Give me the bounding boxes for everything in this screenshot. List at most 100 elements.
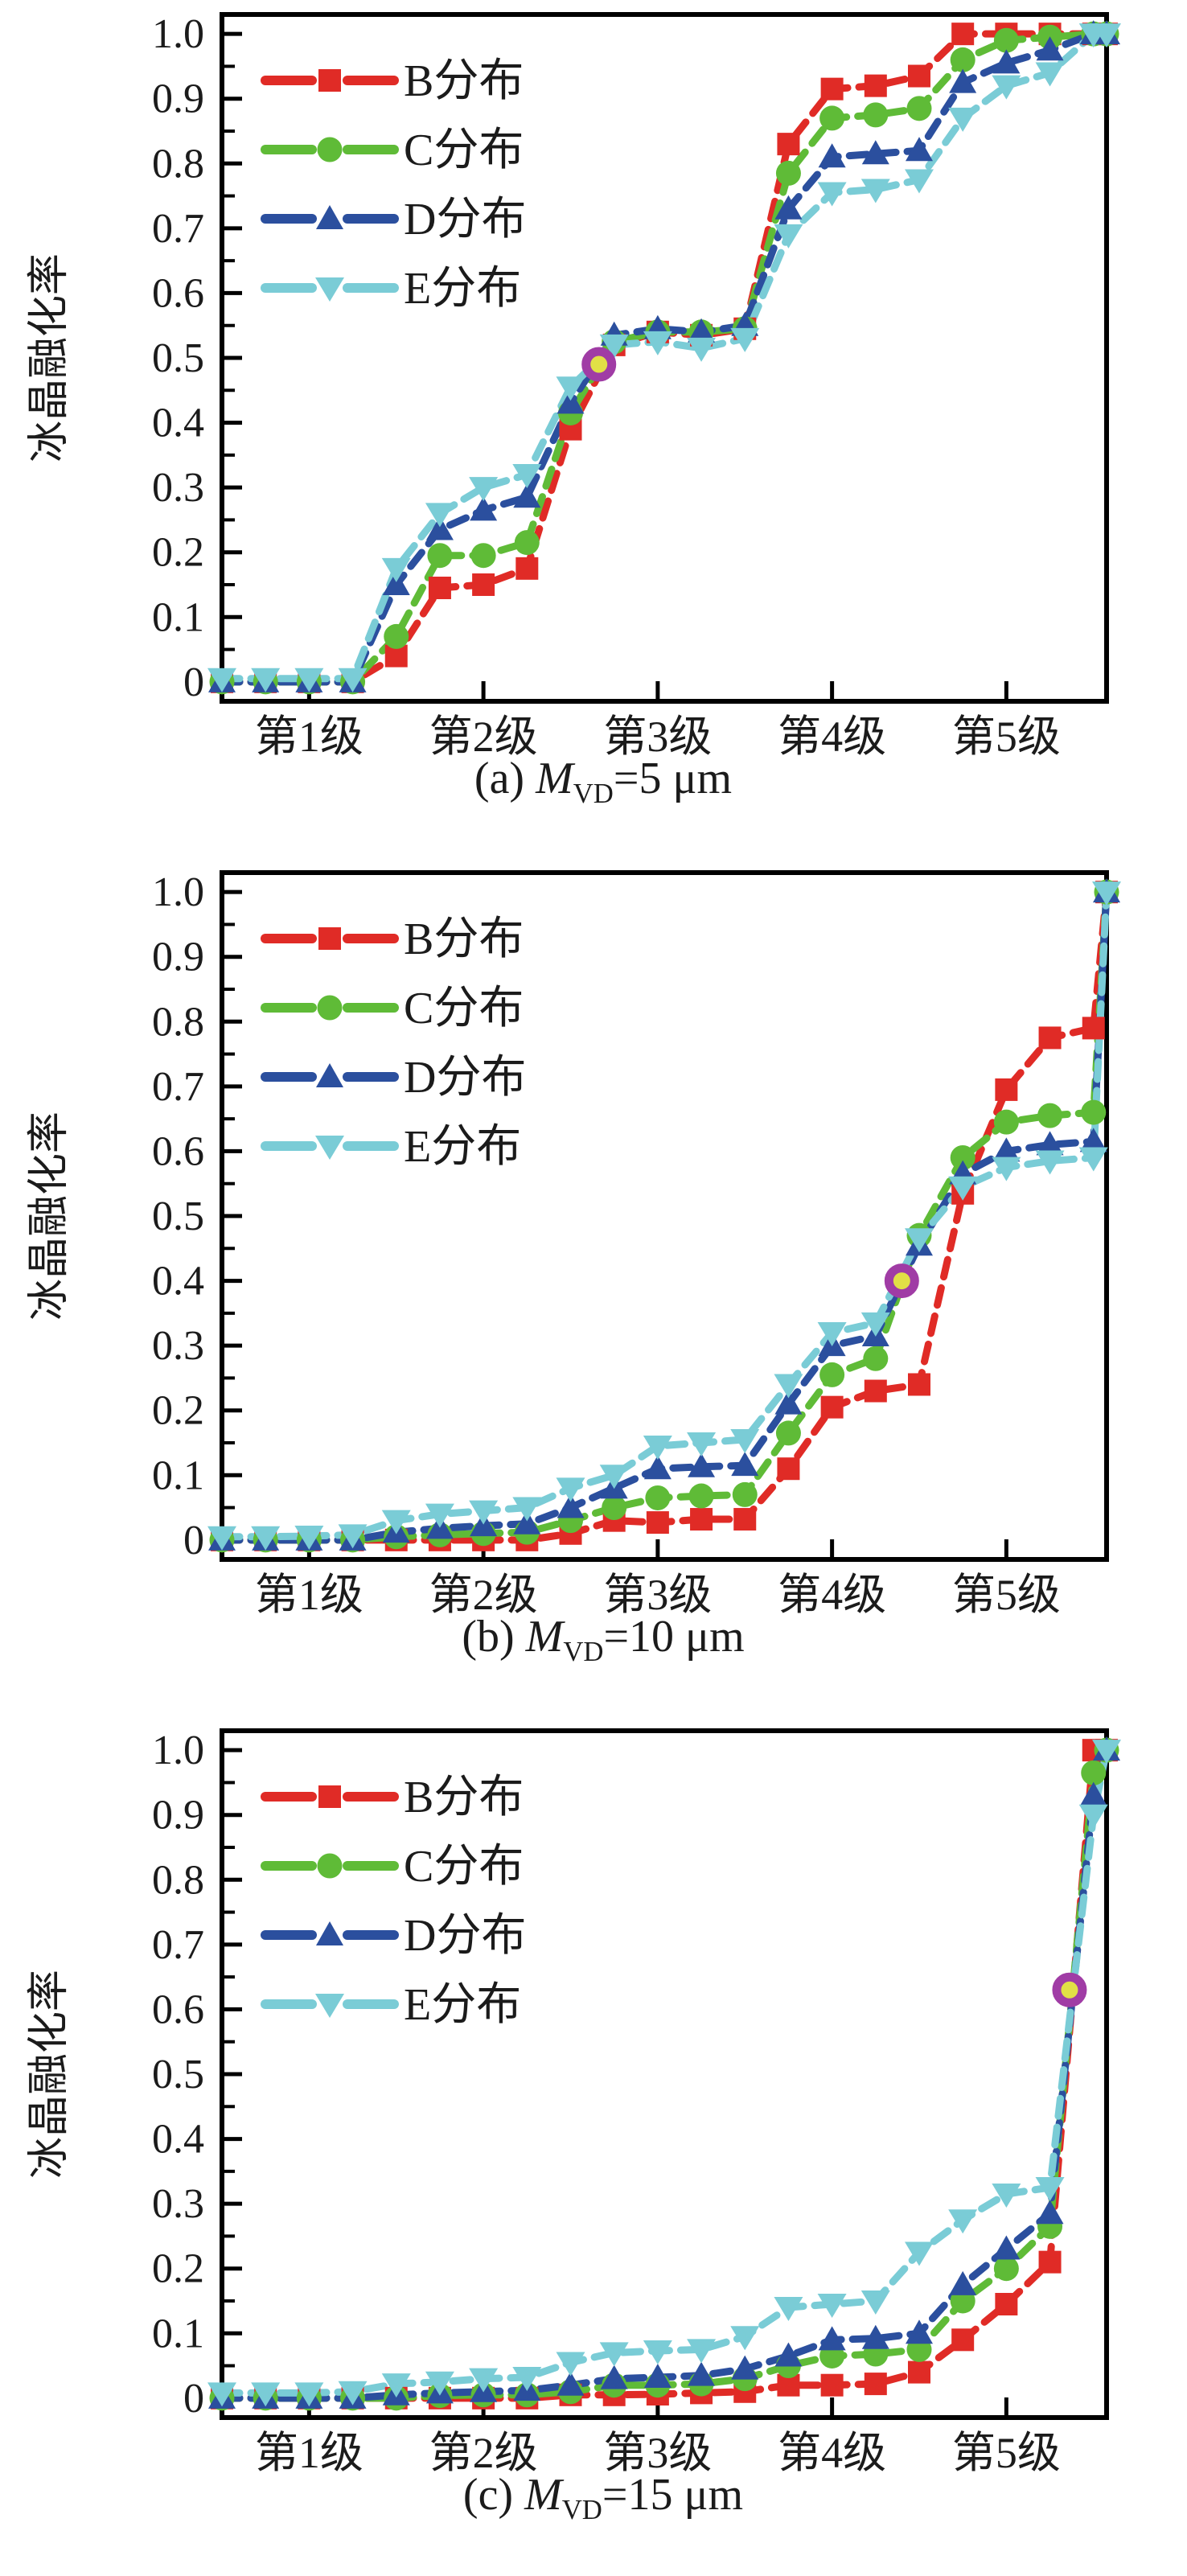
y-tick-label: 0.6 [152, 1986, 204, 2032]
plot-box [220, 870, 1109, 1562]
legend-item: E分布 [261, 1122, 521, 1172]
legend-label: B分布 [404, 914, 524, 964]
data-point-E分布 [338, 2381, 368, 2405]
data-point-E分布 [599, 334, 629, 359]
data-point-E分布 [599, 2342, 629, 2367]
legend: B分布 C分布 D分布 E分布 [261, 914, 526, 1172]
y-tick-label: 0.8 [152, 1857, 204, 1903]
data-point-D分布 [861, 2324, 889, 2349]
data-point-E分布 [730, 327, 760, 352]
data-point-E分布 [469, 477, 499, 502]
data-point-C分布 [819, 105, 845, 131]
data-point-D分布 [905, 137, 933, 162]
data-point-E分布 [643, 1436, 672, 1461]
legend-item: B分布 [261, 56, 524, 106]
data-point-B分布 [1038, 2250, 1062, 2274]
data-point-D分布 [949, 2270, 977, 2295]
legend-item: D分布 [261, 1911, 526, 1961]
y-tick-label: 0.1 [152, 1452, 204, 1498]
data-point-E分布 [294, 2382, 324, 2407]
series-line-E分布 [218, 888, 1111, 1541]
series-line-D分布 [218, 888, 1111, 1544]
series-markers-C分布 [209, 1737, 1119, 2411]
x-tick-label: 第5级 [952, 713, 1061, 756]
data-point-B分布 [820, 77, 844, 101]
data-point-E分布 [1035, 2176, 1065, 2201]
data-point-C分布 [1037, 1103, 1063, 1128]
data-point-D分布 [643, 1455, 672, 1480]
data-point-B分布 [907, 64, 930, 88]
data-point-E分布 [469, 2368, 499, 2393]
data-point-B分布 [428, 577, 451, 600]
series-markers-D分布 [208, 878, 1120, 1551]
data-point-C分布 [384, 623, 409, 649]
legend-item: C分布 [261, 1842, 524, 1892]
data-point-D分布 [382, 570, 410, 595]
data-point-C分布 [819, 1362, 845, 1387]
series-markers-C分布 [209, 879, 1119, 1553]
data-point-C分布 [863, 102, 889, 128]
data-point-C分布 [688, 1483, 714, 1509]
data-point-E分布 [730, 2326, 760, 2351]
data-point-B分布 [1038, 1026, 1062, 1050]
data-point-E分布 [643, 2340, 672, 2365]
y-tick-label: 0.8 [152, 141, 204, 187]
legend-marker [316, 205, 343, 229]
y-tick-label: 0.6 [152, 1128, 204, 1174]
y-tick-label: 0.2 [152, 2246, 204, 2292]
x-tick-label: 第3级 [603, 2429, 712, 2472]
data-point-B分布 [864, 74, 887, 97]
data-point-E分布 [687, 1432, 717, 1456]
data-point-E分布 [512, 2367, 542, 2392]
data-point-E分布 [207, 1526, 236, 1551]
data-point-E分布 [774, 224, 803, 249]
caption-subscript: VD [563, 1636, 604, 1668]
data-point-E分布 [294, 668, 324, 692]
y-tick-label: 1.0 [152, 869, 204, 915]
data-point-E分布 [207, 2382, 236, 2407]
data-point-C分布 [775, 1420, 801, 1446]
data-point-D分布 [731, 2355, 759, 2380]
x-tick-label: 第2级 [429, 713, 538, 756]
data-point-E分布 [1035, 1150, 1065, 1175]
y-tick-label: 0.4 [152, 1259, 204, 1304]
data-point-E分布 [948, 1176, 978, 1201]
y-tick-label: 0.5 [152, 2052, 204, 2097]
data-point-C分布 [950, 1144, 975, 1170]
data-point-E分布 [992, 2184, 1021, 2208]
caption-c: (c) MVD=15 μm [462, 2470, 744, 2526]
legend-label: B分布 [404, 56, 524, 106]
data-point-D分布 [643, 2364, 672, 2389]
y-tick-label: 0.9 [152, 76, 204, 122]
data-point-D分布 [688, 2361, 716, 2386]
y-tick-label: 0.3 [152, 465, 204, 511]
data-point-C分布 [645, 1485, 671, 1510]
data-point-C分布 [514, 530, 540, 556]
series-markers-B分布 [211, 881, 1118, 1551]
legend-item: C分布 [261, 984, 524, 1033]
data-point-C分布 [470, 543, 496, 569]
data-point-E分布 [425, 2371, 454, 2396]
highlight-marker [884, 1263, 919, 1299]
x-tick-label: 第3级 [603, 713, 712, 756]
data-point-E分布 [425, 503, 454, 528]
x-tick-label: 第5级 [952, 1571, 1061, 1614]
data-point-B分布 [777, 133, 800, 156]
series-markers-B分布 [211, 23, 1118, 693]
caption-b: (b) MVD=10 μm [462, 1612, 745, 1668]
chart-svg-b: 0 0.1 0.2 0.3 0.4 0.5 0.6 0.7 0.8 0.9 1.0 第1级 第2级 第3级… [27, 869, 1121, 1619]
series-markers-E分布 [207, 1740, 1121, 2407]
legend-item: E分布 [261, 1980, 521, 2030]
data-point-B分布 [995, 1078, 1018, 1101]
legend-label: C分布 [404, 125, 524, 175]
data-point-D分布 [818, 143, 846, 168]
series-markers-E分布 [207, 881, 1121, 1551]
data-point-B分布 [820, 2373, 844, 2397]
data-point-C分布 [950, 47, 975, 72]
data-point-C分布 [863, 1346, 889, 1371]
y-tick-label: 0.3 [152, 2181, 204, 2227]
x-tick-label: 第2级 [429, 2429, 538, 2472]
data-point-E分布 [687, 337, 717, 362]
data-point-E分布 [860, 2290, 890, 2315]
data-point-D分布 [949, 68, 977, 93]
